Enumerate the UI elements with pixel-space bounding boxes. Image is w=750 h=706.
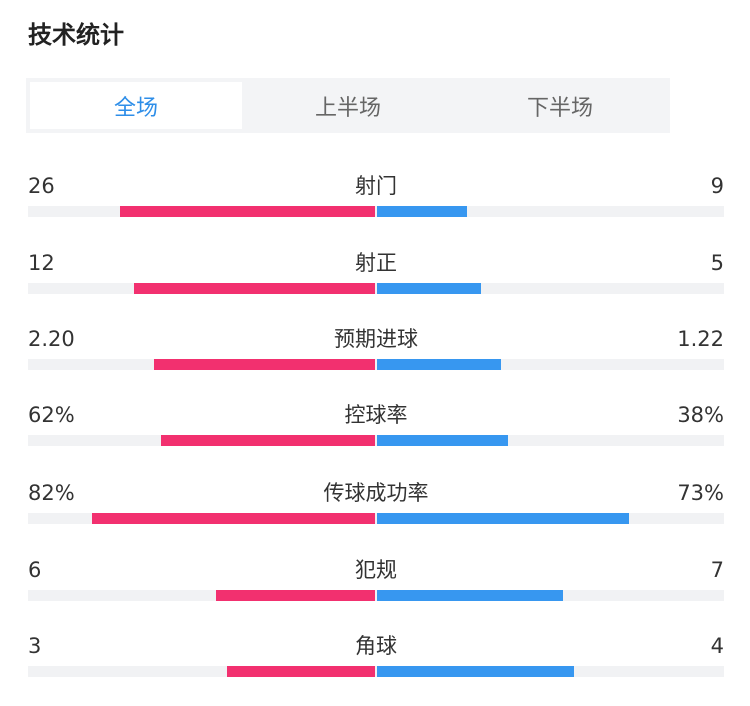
stat-bar-track <box>28 513 724 524</box>
away-value: 4 <box>710 634 724 658</box>
stat-row-expected-goals: 2.20 预期进球 1.22 <box>28 325 724 375</box>
home-value: 62% <box>28 403 75 427</box>
home-value: 2.20 <box>28 327 75 351</box>
away-value: 73% <box>677 481 724 505</box>
tab-first-half[interactable]: 上半场 <box>314 95 381 121</box>
stat-bar-track <box>28 283 724 294</box>
period-tabs: 全场 上半场 下半场 <box>26 78 670 133</box>
stat-bar-track <box>28 359 724 370</box>
stat-label: 射正 <box>355 251 397 275</box>
away-bar <box>377 435 508 446</box>
stat-label: 传球成功率 <box>323 481 429 505</box>
home-value: 12 <box>28 251 55 275</box>
home-bar <box>161 435 375 446</box>
tab-second-half[interactable]: 下半场 <box>526 95 593 121</box>
home-bar <box>216 590 375 601</box>
away-value: 9 <box>710 174 724 198</box>
stat-row-shots: 26 射门 9 <box>28 172 724 222</box>
home-value: 82% <box>28 481 75 505</box>
stat-row-fouls: 6 犯规 7 <box>28 556 724 606</box>
stat-label: 预期进球 <box>334 327 418 351</box>
stat-row-pass-accuracy: 82% 传球成功率 73% <box>28 479 724 529</box>
stat-bar-track <box>28 666 724 677</box>
home-value: 6 <box>28 558 42 582</box>
away-bar <box>377 206 467 217</box>
stat-label: 射门 <box>355 174 397 198</box>
page-title: 技术统计 <box>28 21 124 49</box>
stat-bar-track <box>28 206 724 217</box>
home-bar <box>154 359 375 370</box>
stat-label: 角球 <box>355 634 397 658</box>
tab-full-match[interactable]: 全场 <box>30 82 242 129</box>
home-bar <box>120 206 375 217</box>
home-bar <box>227 666 375 677</box>
stat-row-possession: 62% 控球率 38% <box>28 401 724 451</box>
stat-row-shots-on-target: 12 射正 5 <box>28 249 724 299</box>
away-value: 7 <box>710 558 724 582</box>
away-bar <box>377 359 501 370</box>
home-bar <box>134 283 375 294</box>
stat-bar-track <box>28 590 724 601</box>
stat-bar-track <box>28 435 724 446</box>
home-value: 3 <box>28 634 42 658</box>
away-value: 1.22 <box>677 327 724 351</box>
stat-label: 犯规 <box>355 558 397 582</box>
away-bar <box>377 666 574 677</box>
away-value: 38% <box>677 403 724 427</box>
away-value: 5 <box>710 251 724 275</box>
away-bar <box>377 283 481 294</box>
away-bar <box>377 513 629 524</box>
stat-row-corners: 3 角球 4 <box>28 632 724 682</box>
away-bar <box>377 590 563 601</box>
stat-label: 控球率 <box>344 403 408 427</box>
home-bar <box>92 513 375 524</box>
home-value: 26 <box>28 174 55 198</box>
